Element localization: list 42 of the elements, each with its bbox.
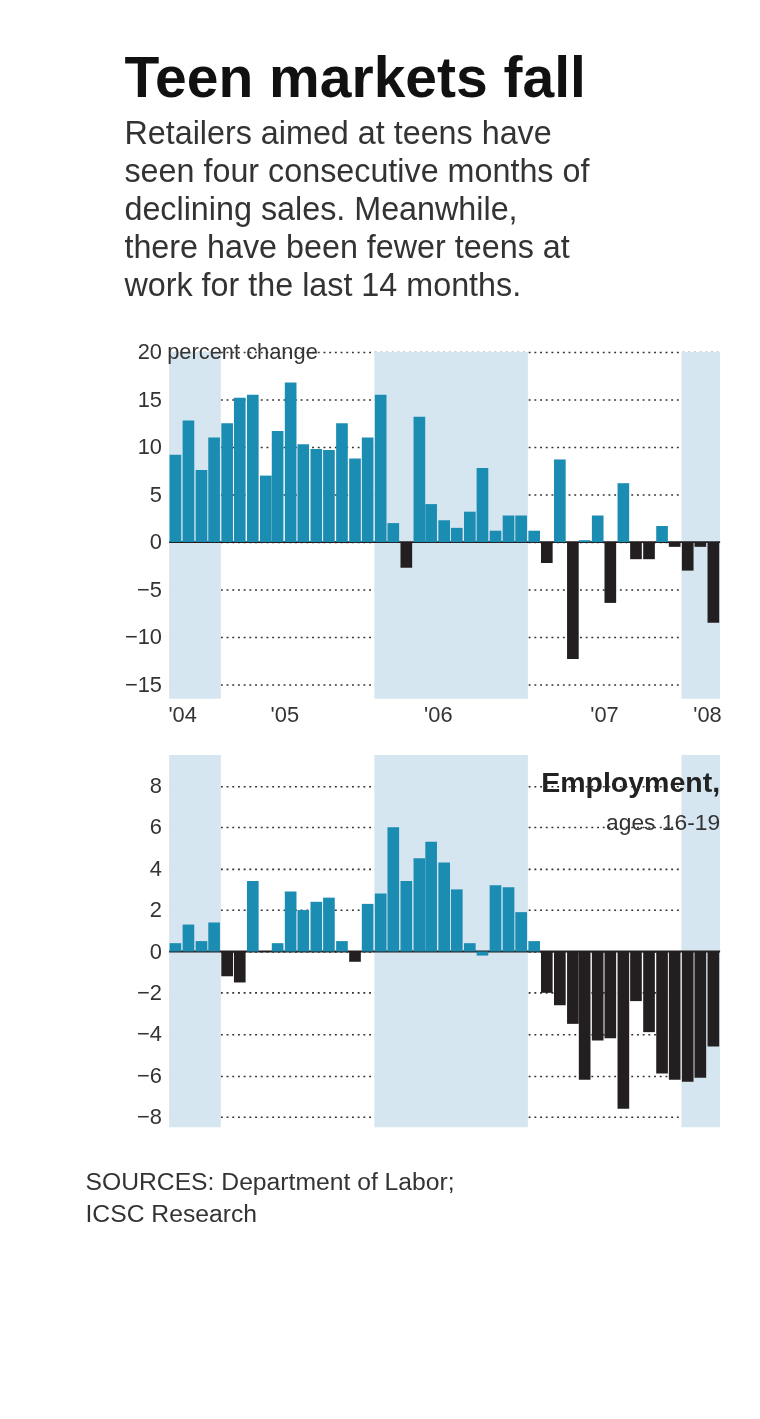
y-tick-label: −2 xyxy=(137,979,162,1005)
y-tick-label: −5 xyxy=(137,576,162,602)
y-tick-label: −4 xyxy=(137,1021,162,1047)
bar xyxy=(246,881,259,952)
y-tick-label: 0 xyxy=(149,529,162,555)
bar xyxy=(271,943,284,952)
bar xyxy=(591,515,604,543)
bar xyxy=(476,951,489,956)
y-tick-label: −10 xyxy=(124,624,162,650)
bar xyxy=(489,885,502,952)
x-tick-label: '07 xyxy=(590,702,619,728)
chart-subtitle: Retailers aimed at teens have seen four consecutive months of declining sales. Meanwhile, there have been fewer teens at work for the last 14 months. xyxy=(123,115,591,304)
source-note: SOURCES: Department of Labor; ICSC Research xyxy=(85,1168,455,1228)
text: ages 16-19 xyxy=(606,808,721,835)
bar xyxy=(617,483,630,543)
bar xyxy=(169,454,182,543)
y-tick-label: −8 xyxy=(137,1104,162,1130)
bar xyxy=(489,530,502,543)
y-tick-label: −15 xyxy=(124,671,162,697)
y-tick-label: 6 xyxy=(149,814,162,840)
bar xyxy=(361,903,374,952)
y-tick-label: 20 xyxy=(137,339,162,365)
y-tick-label: −6 xyxy=(137,1062,162,1088)
chart-title: Teen markets fall xyxy=(124,44,586,109)
y-tick-label: 0 xyxy=(149,938,162,964)
y-tick-label: 10 xyxy=(137,434,162,460)
bar xyxy=(182,924,195,952)
x-tick-label: '04 xyxy=(168,702,197,728)
y-tick-label: 2 xyxy=(149,897,162,923)
x-tick-label: '06 xyxy=(424,702,453,728)
y-tick-label: 5 xyxy=(149,481,162,507)
bar xyxy=(554,459,566,543)
bar xyxy=(169,943,182,952)
x-tick-label: '08 xyxy=(693,702,722,728)
y-tick-label: 4 xyxy=(149,855,162,881)
bar xyxy=(182,420,195,543)
x-tick-label: '05 xyxy=(270,702,300,728)
y-axis-title: percent change xyxy=(167,338,318,364)
bar xyxy=(656,525,668,543)
y-tick-label: 15 xyxy=(137,386,162,412)
y-tick-label: 8 xyxy=(149,773,162,799)
chart-title: Employment, xyxy=(541,765,721,798)
